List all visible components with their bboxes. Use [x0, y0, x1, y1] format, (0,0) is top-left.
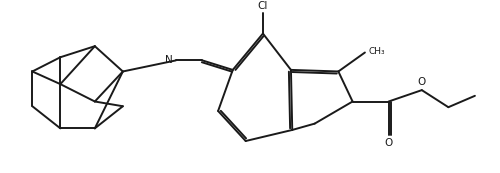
Text: O: O [418, 77, 426, 87]
Text: N: N [166, 55, 173, 65]
Text: Cl: Cl [258, 1, 268, 11]
Text: CH₃: CH₃ [368, 47, 386, 56]
Text: O: O [384, 138, 392, 148]
